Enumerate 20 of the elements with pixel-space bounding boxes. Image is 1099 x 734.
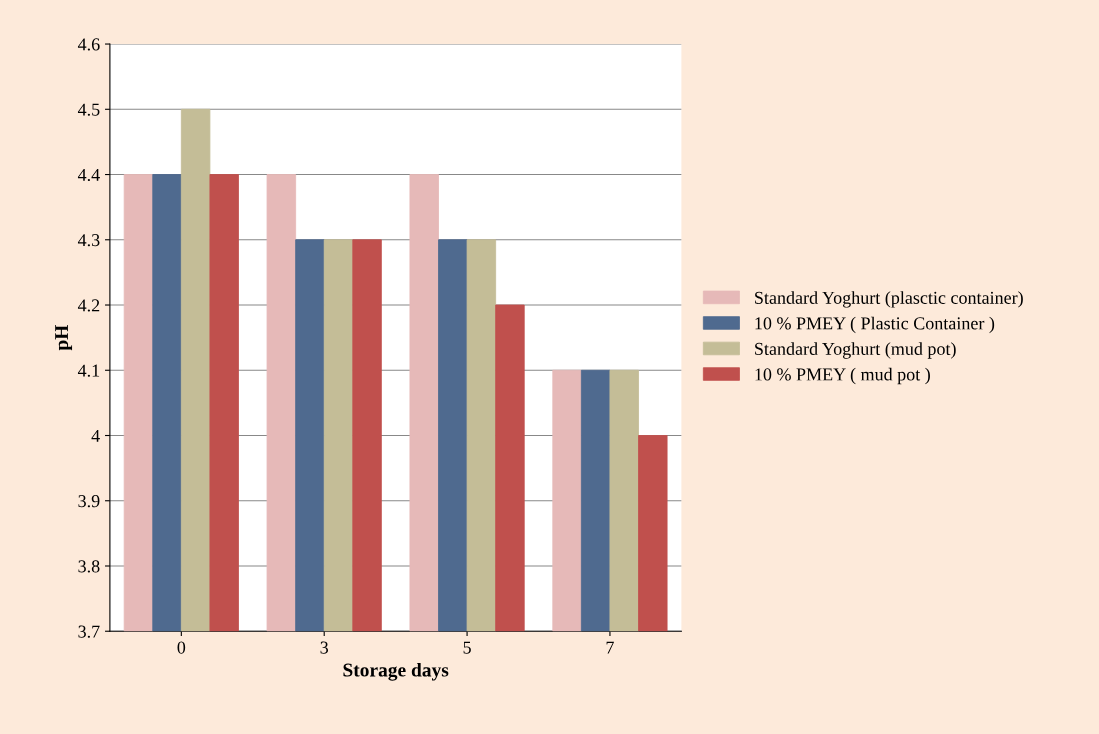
x-tick-label: 0 [177, 641, 186, 654]
x-tick-label: 7 [606, 641, 614, 654]
y-tick-label: 4.2 [77, 299, 100, 312]
x-axis-title: Storage days [343, 662, 449, 681]
legend-label: Standard Yoghurt (mud pot) [755, 342, 956, 359]
y-tick-label: 3.8 [78, 560, 100, 573]
y-tick-label: 4.5 [77, 103, 100, 116]
legend-label: Standard Yoghurt (plasctic container) [755, 291, 1023, 308]
legend-label: 10 % PMEY ( Plastic Container ) [755, 316, 995, 334]
x-tick-label: 5 [463, 641, 471, 654]
y-tick-label: 3.7 [78, 625, 100, 638]
y-tick-label: 4 [91, 429, 100, 442]
y-tick-label: 4.3 [77, 234, 100, 247]
legend-label: 10 % PMEY ( mud pot ) [755, 367, 930, 385]
y-tick-label: 4.1 [77, 364, 100, 377]
y-tick-label: 4.6 [77, 38, 100, 51]
y-tick-label: 3.9 [78, 495, 100, 508]
y-tick-label: 4.4 [77, 168, 100, 182]
y-axis-title: pH [55, 324, 73, 351]
x-tick-label: 3 [320, 641, 329, 654]
